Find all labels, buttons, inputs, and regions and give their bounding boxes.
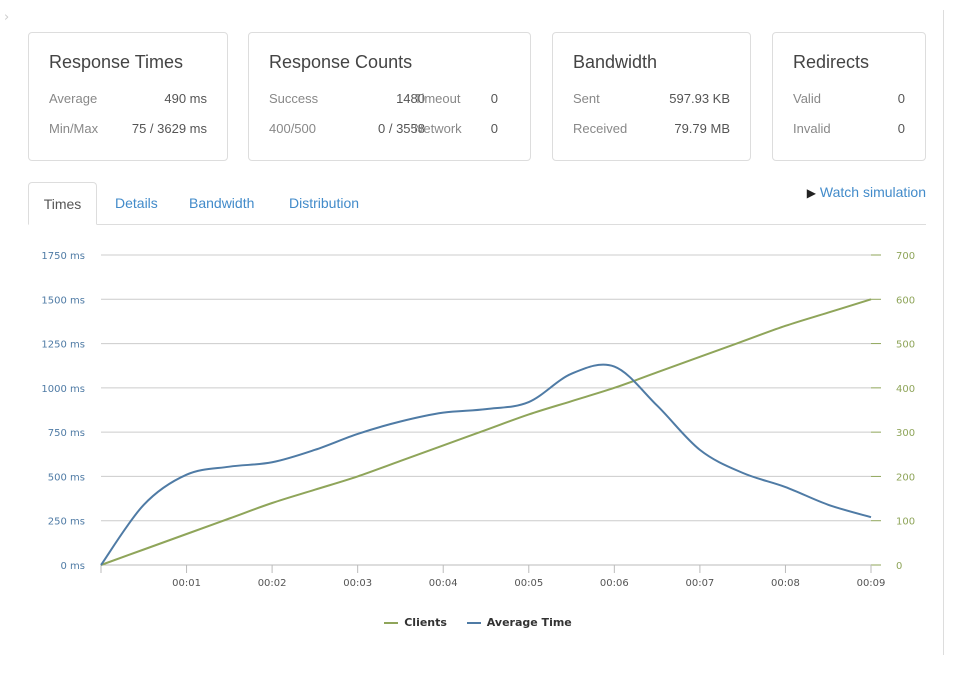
response-counts-card: Response Counts Success 1480 Timeout 0 4…: [248, 32, 531, 161]
legend-swatch: [384, 622, 399, 624]
average-label: Average: [49, 91, 98, 106]
invalid-value: 0: [897, 121, 905, 136]
x-tick-label: 00:01: [172, 578, 201, 589]
valid-value: 0: [897, 91, 905, 106]
y-right-tick-label: 300: [896, 428, 915, 439]
tab-bandwidth[interactable]: Bandwidth: [189, 195, 255, 211]
card-title: Response Counts: [269, 52, 413, 72]
chart-grid: [101, 254, 871, 566]
y-right-tick-label: 500: [896, 340, 915, 351]
y-right-tick-label: 0: [896, 561, 902, 572]
valid-label: Valid: [793, 91, 821, 106]
success-label: Success: [269, 91, 319, 106]
y-right-tick-label: 100: [896, 517, 915, 528]
chart-legend: Clients Average Time: [0, 616, 956, 629]
card-title: Response Times: [49, 52, 184, 72]
y-right-tick-label: 700: [896, 251, 915, 262]
minmax-value: 75 / 3629 ms: [131, 121, 207, 136]
timeout-label: Timeout: [414, 91, 461, 106]
series-line-average-time: [100, 363, 872, 566]
tab-details[interactable]: Details: [115, 195, 158, 211]
x-tick-label: 00:08: [771, 578, 800, 589]
x-tick-label: 00:03: [343, 578, 372, 589]
legend-swatch: [466, 622, 481, 624]
watch-simulation-link[interactable]: ▶ Watch simulation: [807, 184, 926, 200]
y-left-tick-label: 750 ms: [48, 428, 85, 439]
y-left-tick-label: 250 ms: [48, 517, 85, 528]
y-axis-right: 0 100 200 300 400 500 600 700: [871, 251, 915, 572]
card-title: Bandwidth: [573, 52, 658, 72]
success-value: 1480: [396, 91, 425, 106]
y-left-tick-label: 1000 ms: [41, 384, 85, 395]
x-tick-label: 00:04: [429, 578, 458, 589]
play-icon: ▶: [806, 186, 816, 200]
watch-simulation-label: Watch simulation: [819, 184, 926, 200]
sent-label: Sent: [573, 91, 600, 106]
timeout-value: 0: [490, 91, 498, 106]
chart-series: [100, 298, 872, 566]
average-value: 490 ms: [164, 91, 207, 106]
y-left-tick-label: 1250 ms: [41, 340, 85, 351]
x-tick-label: 00:06: [600, 578, 629, 589]
tab-times[interactable]: Times: [28, 182, 97, 225]
error-400-500-label: 400/500: [269, 121, 316, 136]
bandwidth-card: Bandwidth Sent 597.93 KB Received 79.79 …: [552, 32, 751, 161]
y-axis-left: 0 ms 250 ms 500 ms 750 ms 1000 ms 1250 ms 1500…: [41, 251, 85, 572]
network-label: Network: [414, 121, 462, 136]
error-400-500-value: 0 / 3558: [378, 121, 425, 136]
invalid-label: Invalid: [793, 121, 831, 136]
y-right-tick-label: 400: [896, 384, 915, 395]
series-line-clients: [100, 298, 872, 566]
redirects-card: Redirects Valid 0 Invalid 0: [772, 32, 926, 161]
x-tick-label: 00:05: [514, 578, 543, 589]
card-title: Redirects: [793, 52, 870, 72]
y-left-tick-label: 500 ms: [48, 472, 85, 483]
y-left-tick-label: 0 ms: [61, 561, 86, 572]
y-right-tick-label: 600: [896, 295, 915, 306]
right-divider: [943, 10, 944, 655]
response-times-card: Response Times Average 490 ms Min/Max 75…: [28, 32, 228, 161]
received-label: Received: [573, 121, 628, 136]
x-axis: 00:01 00:02 00:03 00:04 00:05 00:06 00:07 00:08…: [100, 565, 886, 589]
legend-item-clients[interactable]: Clients: [384, 616, 447, 629]
sent-value: 597.93 KB: [669, 91, 730, 106]
y-left-tick-label: 1750 ms: [41, 251, 85, 262]
x-tick-label: 00:02: [258, 578, 287, 589]
tab-distribution[interactable]: Distribution: [289, 195, 360, 211]
y-left-tick-label: 1500 ms: [41, 295, 85, 306]
minmax-label: Min/Max: [49, 121, 99, 136]
x-tick-label: 00:09: [857, 578, 886, 589]
y-right-tick-label: 200: [896, 472, 915, 483]
network-value: 0: [490, 121, 498, 136]
legend-label: Clients: [404, 616, 447, 629]
legend-item-average-time[interactable]: Average Time: [466, 616, 572, 629]
chart-tabs: Times Details Bandwidth Distribution ▶ Wa…: [28, 182, 926, 225]
expand-chevron-icon[interactable]: ›: [4, 10, 10, 25]
legend-label: Average Time: [486, 616, 572, 629]
x-tick-label: 00:07: [685, 578, 714, 589]
received-value: 79.79 MB: [674, 121, 730, 136]
